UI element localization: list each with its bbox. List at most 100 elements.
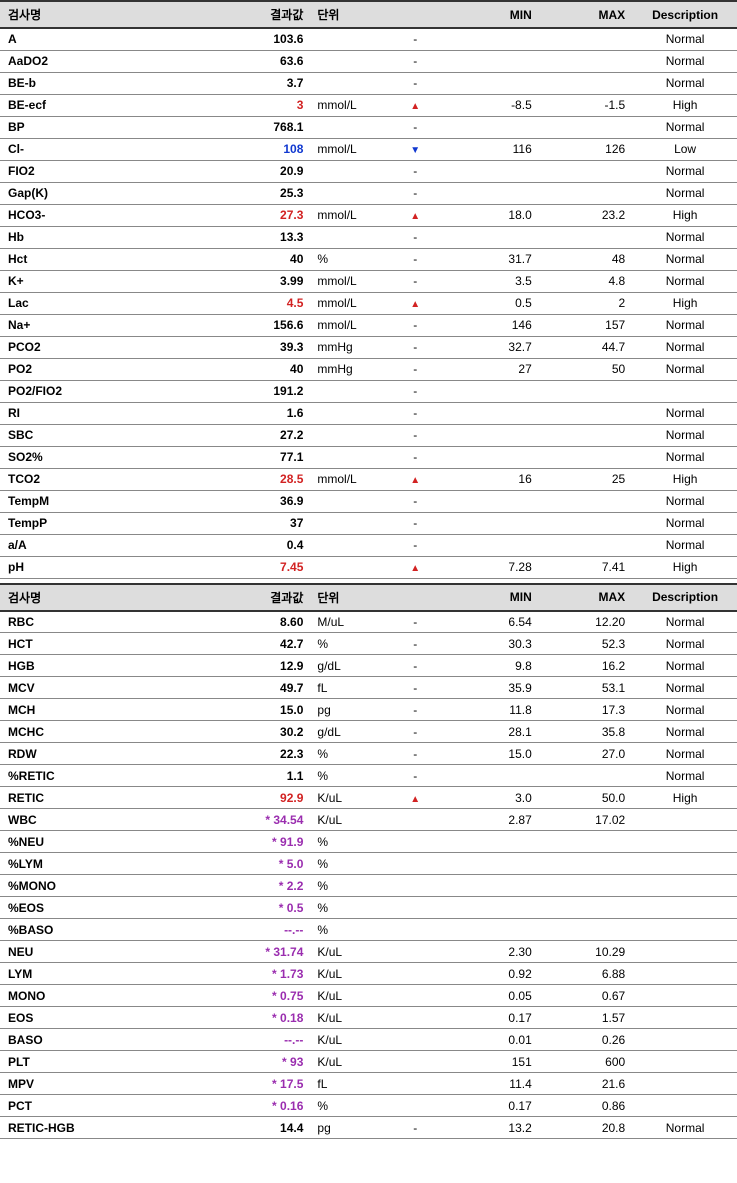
cell-flag: - [384, 765, 446, 787]
cell-unit: mmol/L [311, 94, 384, 116]
cell-unit [311, 402, 384, 424]
cell-min: 2.30 [446, 941, 539, 963]
table-row: PCT* 0.16%0.170.86 [0, 1095, 737, 1117]
cell-result-value: 103.6 [208, 28, 312, 50]
cell-test-name: Lac [0, 292, 208, 314]
cell-max: 16.2 [540, 655, 633, 677]
cell-test-name: BASO [0, 1029, 208, 1051]
cell-unit: % [311, 248, 384, 270]
cell-min [446, 534, 539, 556]
table-row: pH7.45▲7.287.41High [0, 556, 737, 578]
cell-result-value: 3 [208, 94, 312, 116]
cell-max: 0.86 [540, 1095, 633, 1117]
table-row: a/A0.4-Normal [0, 534, 737, 556]
flag-none: - [413, 703, 417, 717]
cell-max [540, 853, 633, 875]
cell-test-name: WBC [0, 809, 208, 831]
cell-description: Normal [633, 1117, 737, 1139]
cell-test-name: HGB [0, 655, 208, 677]
table-row: RBC8.60M/uL-6.5412.20Normal [0, 611, 737, 633]
cell-flag: ▲ [384, 556, 446, 578]
cell-result-value: 36.9 [208, 490, 312, 512]
table-row: Cl-108mmol/L▼116126Low [0, 138, 737, 160]
table-row: MCHC30.2g/dL-28.135.8Normal [0, 721, 737, 743]
cell-result-value: 1.1 [208, 765, 312, 787]
cell-flag: - [384, 490, 446, 512]
cell-result-value: 4.5 [208, 292, 312, 314]
cell-result-value: 49.7 [208, 677, 312, 699]
cell-min: 35.9 [446, 677, 539, 699]
cell-max [540, 897, 633, 919]
cell-max: 6.88 [540, 963, 633, 985]
cell-result-value: 3.99 [208, 270, 312, 292]
cell-result-value: 28.5 [208, 468, 312, 490]
cell-description: Normal [633, 490, 737, 512]
cell-test-name: TCO2 [0, 468, 208, 490]
cell-result-value: 92.9 [208, 787, 312, 809]
cell-max [540, 402, 633, 424]
cell-min: 32.7 [446, 336, 539, 358]
cell-max: 10.29 [540, 941, 633, 963]
cell-result-value: 191.2 [208, 380, 312, 402]
header-name: 검사명 [0, 1, 208, 28]
cell-unit [311, 182, 384, 204]
cell-test-name: MCV [0, 677, 208, 699]
cell-test-name: HCO3- [0, 204, 208, 226]
table-row: MPV* 17.5fL11.421.6 [0, 1073, 737, 1095]
cell-test-name: %BASO [0, 919, 208, 941]
cell-max [540, 875, 633, 897]
cell-description [633, 941, 737, 963]
cell-unit [311, 556, 384, 578]
cell-test-name: TempP [0, 512, 208, 534]
cell-description [633, 809, 737, 831]
table-row: BE-ecf3mmol/L▲-8.5-1.5High [0, 94, 737, 116]
cell-description [633, 853, 737, 875]
cell-min: 0.92 [446, 963, 539, 985]
cell-max: 17.3 [540, 699, 633, 721]
cell-min [446, 512, 539, 534]
cell-test-name: Hct [0, 248, 208, 270]
cell-test-name: PCO2 [0, 336, 208, 358]
cell-unit: mmHg [311, 358, 384, 380]
table-row: %BASO--.--% [0, 919, 737, 941]
flag-none: - [413, 384, 417, 398]
flag-none: - [413, 120, 417, 134]
cell-result-value: * 31.74 [208, 941, 312, 963]
cell-test-name: Gap(K) [0, 182, 208, 204]
cell-max [540, 446, 633, 468]
cell-flag [384, 1029, 446, 1051]
cell-description: Normal [633, 512, 737, 534]
cell-description: Normal [633, 446, 737, 468]
cell-unit: mmol/L [311, 468, 384, 490]
cell-description [633, 1095, 737, 1117]
table-row: PO240mmHg-2750Normal [0, 358, 737, 380]
cell-max: 157 [540, 314, 633, 336]
table-row: MCV49.7fL-35.953.1Normal [0, 677, 737, 699]
cell-min: 11.4 [446, 1073, 539, 1095]
cell-test-name: MPV [0, 1073, 208, 1095]
flag-none: - [413, 164, 417, 178]
table-row: %MONO* 2.2% [0, 875, 737, 897]
cell-flag: - [384, 116, 446, 138]
cell-description: Normal [633, 424, 737, 446]
table-row: RI1.6-Normal [0, 402, 737, 424]
table-row: FIO220.9-Normal [0, 160, 737, 182]
cell-flag: - [384, 611, 446, 633]
cell-max [540, 512, 633, 534]
cell-test-name: a/A [0, 534, 208, 556]
cell-description: Normal [633, 677, 737, 699]
cell-description: Normal [633, 534, 737, 556]
cell-description: Normal [633, 699, 737, 721]
cell-min [446, 424, 539, 446]
cell-test-name: PO2/FIO2 [0, 380, 208, 402]
table-row: A103.6-Normal [0, 28, 737, 50]
cell-flag [384, 1051, 446, 1073]
cell-result-value: * 93 [208, 1051, 312, 1073]
header-value: 결과값 [208, 584, 312, 611]
cell-flag: - [384, 534, 446, 556]
cell-max: 27.0 [540, 743, 633, 765]
flag-none: - [413, 362, 417, 376]
cell-min [446, 446, 539, 468]
cell-unit: mmol/L [311, 270, 384, 292]
header-min: MIN [446, 584, 539, 611]
